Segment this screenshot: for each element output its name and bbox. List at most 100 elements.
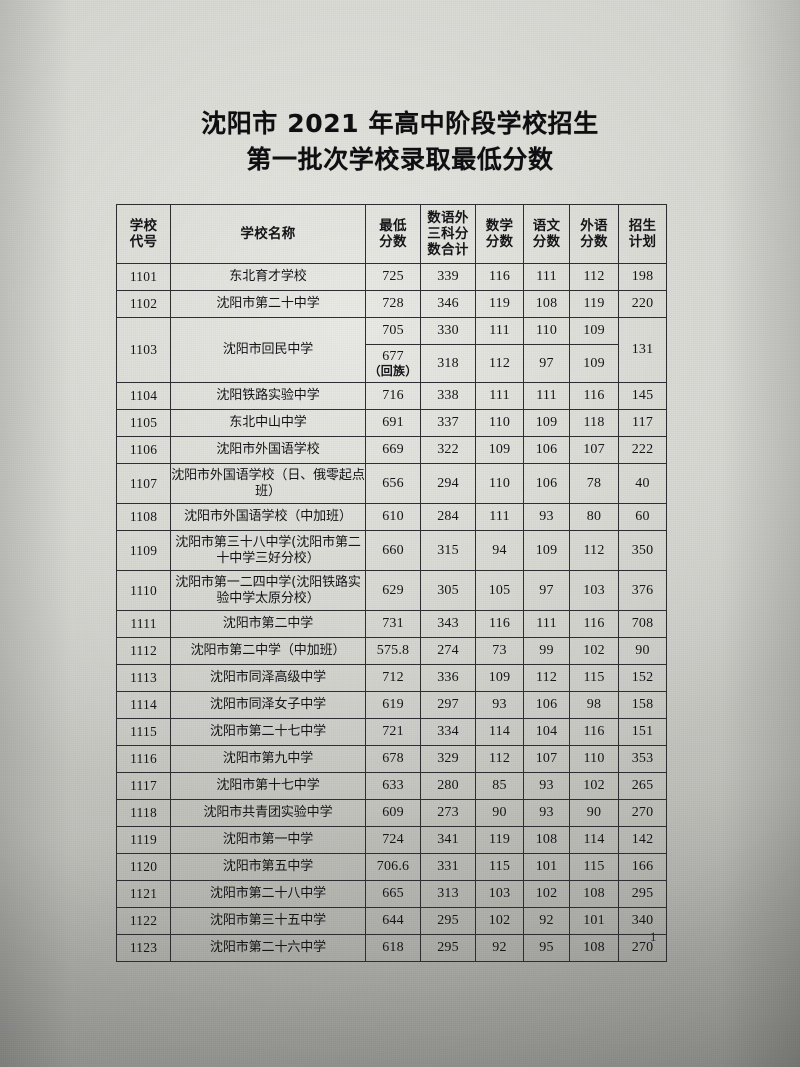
enrollment-plan-cell: 270 [618,934,667,962]
min-score-cell: 728 [365,290,421,318]
math-score-cell: 94 [475,530,524,571]
min-score-cell: 678 [365,745,421,773]
header-text: 学校名称 [240,226,296,242]
table-row[interactable]: 1106 沈阳市外国语学校 669 322 109 106 107 222 [116,436,667,464]
three-subject-total-cell: 338 [420,382,476,410]
school-code-cell: 1118 [116,799,171,827]
table-header-row: 学校 代号 学校名称 最低 分数 数语外 三科分 数合计 [116,204,667,264]
column-header-math-score: 数学 分数 [475,204,524,264]
table-row[interactable]: 1101 东北育才学校 725 339 116 111 112 198 [116,263,667,291]
table-row[interactable]: 1102 沈阳市第二十中学 728 346 119 108 119 220 [116,290,667,318]
school-code-cell: 1109 [116,530,171,571]
enrollment-plan-cell: 40 [618,463,667,504]
table-row[interactable]: 1111 沈阳市第二中学 731 343 116 111 116 708 [116,610,667,638]
min-score-cell: 691 [365,409,421,437]
table-row[interactable]: 1115 沈阳市第二十七中学 721 334 114 104 116 151 [116,718,667,746]
foreign-score-cell: 102 [569,637,619,665]
table-row[interactable]: 1107 沈阳市外国语学校（日、俄零起点班） 656 294 110 106 78 40 [116,463,667,504]
three-subject-total-cell: 284 [420,503,476,531]
school-code-cell: 1119 [116,826,171,854]
table-row[interactable]: 1110 沈阳市第一二四中学(沈阳铁路实验中学太原分校） 629 305 105 97 10… [116,570,667,611]
chinese-score-cell: 104 [523,718,570,746]
three-subject-total-cell: 297 [420,691,476,719]
school-name-cell: 沈阳市第二十中学 [170,290,366,318]
enrollment-plan-cell: 265 [618,772,667,800]
table-row[interactable]: 1104 沈阳铁路实验中学 716 338 111 111 116 145 [116,382,667,410]
math-score-cell: 109 [475,664,524,692]
chinese-score-cell: 106 [523,436,570,464]
school-code-cell: 1111 [116,610,171,638]
table-row[interactable]: 1116 沈阳市第九中学 678 329 112 107 110 353 [116,745,667,773]
min-score-cell: 610 [365,503,421,531]
school-name-cell: 沈阳市回民中学 [170,317,366,383]
chinese-score-cell: 112 [523,664,570,692]
chinese-score-cell: 95 [523,934,570,962]
foreign-score-cell: 112 [569,263,619,291]
school-name-cell: 沈阳铁路实验中学 [170,382,366,410]
enrollment-plan-cell: 142 [618,826,667,854]
min-score-cell: 644 [365,907,421,935]
table-row[interactable]: 677 （回族） 318 112 97 109 [117,344,667,383]
school-code-cell: 1115 [116,718,171,746]
school-code-cell: 1102 [116,290,171,318]
enrollment-plan-cell: 152 [618,664,667,692]
enrollment-plan-cell: 220 [618,290,667,318]
table-row[interactable]: 1117 沈阳市第十七中学 633 280 85 93 102 265 [116,772,667,800]
table-row[interactable]: 1112 沈阳市第二中学（中加班） 575.8 274 73 99 102 90 [116,637,667,665]
enrollment-plan-cell: 158 [618,691,667,719]
school-name-cell: 沈阳市第一中学 [170,826,366,854]
table-row[interactable]: 1114 沈阳市同泽女子中学 619 297 93 106 98 158 [116,691,667,719]
school-code-cell: 1123 [116,934,171,962]
page-title-line-1: 沈阳市 2021 年高中阶段学校招生 [201,109,599,138]
table-row[interactable]: 1121 沈阳市第二十八中学 665 313 103 102 108 295 [116,880,667,908]
school-code-cell: 1120 [116,853,171,881]
column-header-school-name: 学校名称 [170,204,366,264]
math-score-cell: 119 [475,290,524,318]
math-score-cell: 73 [475,637,524,665]
enrollment-plan-cell: 353 [618,745,667,773]
table-row[interactable]: 1113 沈阳市同泽高级中学 712 336 109 112 115 152 [116,664,667,692]
min-score-cell: 677 （回族） [365,344,421,383]
math-score-cell: 111 [475,503,524,531]
school-code-cell: 1122 [116,907,171,935]
foreign-score-cell: 107 [569,436,619,464]
header-text: 数合计 [427,242,469,258]
table-row[interactable]: 1119 沈阳市第一中学 724 341 119 108 114 142 [116,826,667,854]
math-score-cell: 110 [475,409,524,437]
school-name-cell: 沈阳市第三十八中学(沈阳市第二十中学三好分校） [170,530,366,571]
math-score-cell: 105 [475,570,524,611]
chinese-score-cell: 99 [523,637,570,665]
math-score-cell: 92 [475,934,524,962]
foreign-score-cell: 108 [569,934,619,962]
min-score-cell: 706.6 [365,853,421,881]
three-subject-total-cell: 330 [420,317,476,345]
header-text: 学校 [129,218,158,234]
header-text: 数语外 [427,210,469,226]
table-row[interactable]: 1120 沈阳市第五中学 706.6 331 115 101 115 166 [116,853,667,881]
chinese-score-cell: 111 [523,382,570,410]
three-subject-total-cell: 294 [420,463,476,504]
school-code-cell: 1101 [116,263,171,291]
header-text: 最低 [379,218,407,234]
chinese-score-cell: 111 [523,610,570,638]
table-row[interactable]: 1108 沈阳市外国语学校（中加班） 610 284 111 93 80 60 [116,503,667,531]
math-score-cell: 93 [475,691,524,719]
header-text: 招生 [628,218,657,234]
table-row[interactable]: 1105 东北中山中学 691 337 110 109 118 117 [116,409,667,437]
math-score-cell: 102 [475,907,524,935]
table-row[interactable]: 1122 沈阳市第三十五中学 644 295 102 92 101 340 [116,907,667,935]
three-subject-total-cell: 318 [420,344,476,383]
three-subject-total-cell: 322 [420,436,476,464]
table-row[interactable]: 1118 沈阳市共青团实验中学 609 273 90 93 90 270 [116,799,667,827]
school-name-cell: 沈阳市外国语学校（中加班） [170,503,366,531]
header-text: 数学 [485,218,514,234]
school-name-cell: 沈阳市同泽高级中学 [170,664,366,692]
school-name-cell: 沈阳市第三十五中学 [170,907,366,935]
table-row[interactable]: 1109 沈阳市第三十八中学(沈阳市第二十中学三好分校） 660 315 94 109 11… [116,530,667,571]
table-row[interactable]: 1123 沈阳市第二十六中学 618 295 92 95 108 270 [116,934,667,962]
math-score-cell: 111 [475,382,524,410]
enrollment-plan-cell: 198 [618,263,667,291]
chinese-score-cell: 111 [523,263,570,291]
table-row[interactable]: 1103 沈阳市回民中学 705 330 111 110 109 131 [116,317,667,383]
chinese-score-cell: 110 [523,317,570,345]
